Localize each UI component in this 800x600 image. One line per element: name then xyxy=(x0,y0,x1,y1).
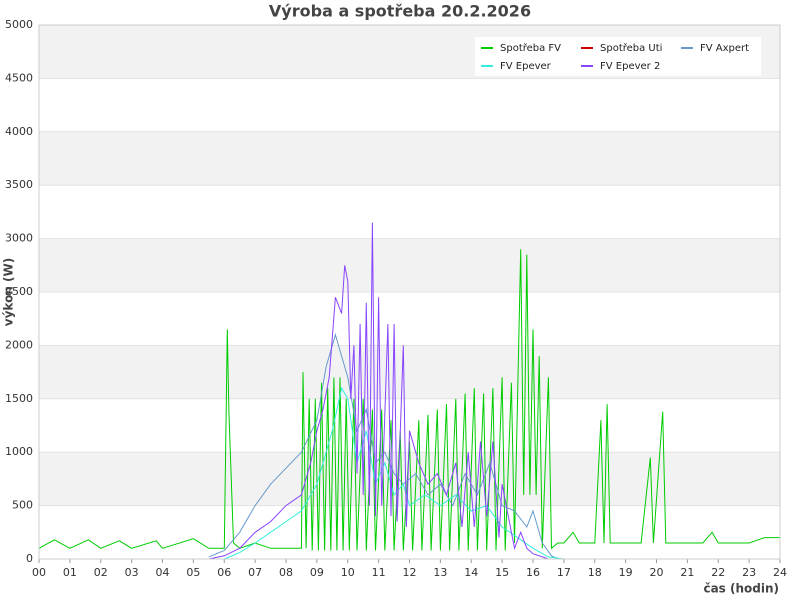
series-line xyxy=(208,222,549,560)
x-tick-label: 03 xyxy=(125,566,139,579)
x-tick-label: 13 xyxy=(433,566,447,579)
legend: Spotřeba FV Spotřeba Uti FV Axpert FV Epeve… xyxy=(475,37,761,76)
x-tick-label: 06 xyxy=(217,566,231,579)
series-line xyxy=(224,386,564,560)
x-tick-label: 21 xyxy=(680,566,694,579)
x-tick-label: 04 xyxy=(156,566,170,579)
grid-band xyxy=(39,238,780,292)
x-tick-label: 10 xyxy=(341,566,355,579)
x-tick-label: 24 xyxy=(773,566,787,579)
x-tick-label: 00 xyxy=(32,566,46,579)
x-tick-label: 07 xyxy=(248,566,262,579)
axes: 0500100015002000250030003500400045005000… xyxy=(5,18,787,579)
plot-frame xyxy=(38,24,781,560)
x-tick-label: 23 xyxy=(742,566,756,579)
x-tick-label: 17 xyxy=(557,566,571,579)
y-tick-label: 500 xyxy=(12,499,33,512)
x-tick-label: 15 xyxy=(495,566,509,579)
x-axis-label: čas (hodin) xyxy=(703,582,779,596)
y-axis-label: výkon (W) xyxy=(2,258,16,326)
x-tick-label: 09 xyxy=(310,566,324,579)
y-tick-label: 3500 xyxy=(5,178,33,191)
x-tick-label: 16 xyxy=(526,566,540,579)
x-tick-label: 14 xyxy=(464,566,478,579)
x-tick-label: 08 xyxy=(279,566,293,579)
x-tick-label: 19 xyxy=(619,566,633,579)
legend-label: FV Axpert xyxy=(700,43,749,54)
legend-box xyxy=(475,37,761,76)
y-tick-label: 4000 xyxy=(5,125,33,138)
grid-band xyxy=(39,131,780,186)
y-tick-label: 2000 xyxy=(5,338,33,351)
x-tick-label: 02 xyxy=(94,566,108,579)
grid-band xyxy=(39,345,780,399)
legend-label: Spotřeba Uti xyxy=(600,42,662,54)
y-tick-label: 2500 xyxy=(5,285,33,298)
x-tick-label: 22 xyxy=(711,566,725,579)
y-tick-label: 3000 xyxy=(5,232,33,245)
series-line xyxy=(208,332,558,560)
y-tick-label: 1500 xyxy=(5,392,33,405)
x-tick-label: 12 xyxy=(403,566,417,579)
x-tick-label: 05 xyxy=(186,566,200,579)
legend-label: FV Epever 2 xyxy=(600,61,660,72)
x-tick-label: 01 xyxy=(63,566,77,579)
legend-label: FV Epever xyxy=(500,61,552,72)
series-line xyxy=(38,249,780,551)
x-tick-label: 18 xyxy=(588,566,602,579)
legend-label: Spotřeba FV xyxy=(500,42,561,54)
chart-title: Výroba a spotřeba 20.2.2026 xyxy=(269,2,531,21)
x-tick-label: 20 xyxy=(650,566,664,579)
x-tick-label: 11 xyxy=(372,566,386,579)
y-tick-label: 5000 xyxy=(5,18,33,31)
y-tick-label: 4500 xyxy=(5,71,33,84)
y-tick-label: 0 xyxy=(26,552,33,565)
y-tick-label: 1000 xyxy=(5,445,33,458)
